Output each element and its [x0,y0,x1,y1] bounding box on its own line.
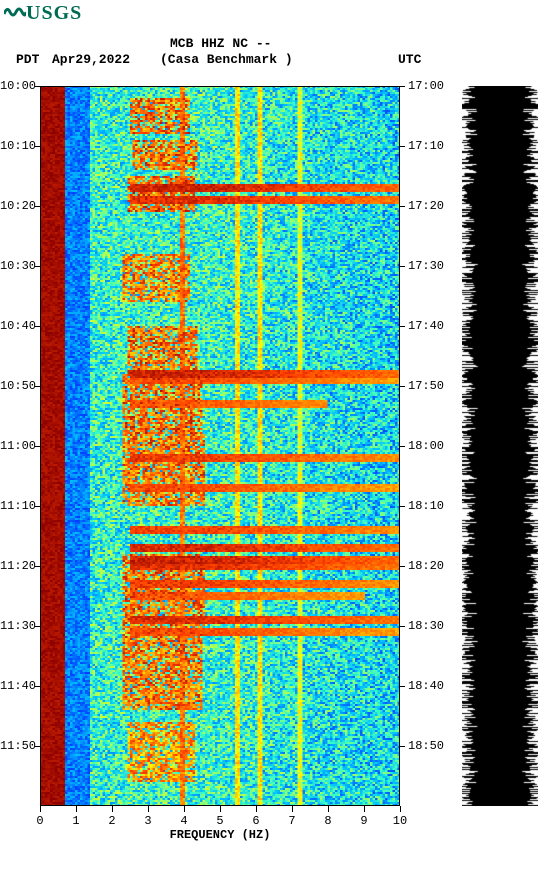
yright-tick: 18:10 [408,499,444,513]
x-tick: 7 [288,814,295,828]
x-axis-frequency: FREQUENCY (HZ) 012345678910 [40,806,400,838]
yleft-tick: 10:10 [0,139,36,153]
x-tick: 6 [252,814,259,828]
yright-tick: 18:30 [408,619,444,633]
yleft-tick: 10:30 [0,259,36,273]
x-tick: 10 [393,814,407,828]
yleft-tick: 10:50 [0,379,36,393]
spectrogram-plot [40,86,400,806]
spectrogram-canvas [40,86,400,806]
yleft-tick: 11:10 [0,499,36,513]
yleft-tick: 10:00 [0,79,36,93]
station-label: (Casa Benchmark ) [160,52,293,67]
yright-tick: 17:30 [408,259,444,273]
x-tick: 1 [72,814,79,828]
amplitude-side-panel [462,86,538,806]
x-tick: 2 [108,814,115,828]
yright-tick: 17:20 [408,199,444,213]
amplitude-canvas [462,86,538,806]
x-tick: 8 [324,814,331,828]
x-tick: 4 [180,814,187,828]
usgs-wave-icon [4,2,26,26]
yleft-tick: 11:50 [0,739,36,753]
usgs-text: USGS [26,2,82,24]
x-tick: 3 [144,814,151,828]
pdt-label: PDT [16,52,39,67]
date-label: Apr29,2022 [52,52,130,67]
x-tick: 9 [360,814,367,828]
yright-tick: 18:50 [408,739,444,753]
yleft-tick: 10:40 [0,319,36,333]
x-axis-label: FREQUENCY (HZ) [40,828,400,842]
usgs-logo: USGS [4,2,82,26]
x-tick: 0 [36,814,43,828]
yleft-tick: 11:40 [0,679,36,693]
utc-label: UTC [398,52,421,67]
yright-tick: 18:20 [408,559,444,573]
yright-tick: 18:00 [408,439,444,453]
y-axis-left-pdt: 10:0010:1010:2010:3010:4010:5011:0011:10… [0,86,40,806]
yright-tick: 17:10 [408,139,444,153]
yleft-tick: 11:30 [0,619,36,633]
yleft-tick: 11:00 [0,439,36,453]
yright-tick: 17:50 [408,379,444,393]
yleft-tick: 11:20 [0,559,36,573]
x-tick: 5 [216,814,223,828]
header-channel: MCB HHZ NC -- [170,36,271,51]
yright-tick: 17:00 [408,79,444,93]
yleft-tick: 10:20 [0,199,36,213]
yright-tick: 17:40 [408,319,444,333]
page-root: USGS MCB HHZ NC -- PDT Apr29,2022 (Casa … [0,0,552,893]
yright-tick: 18:40 [408,679,444,693]
y-axis-right-utc: 17:0017:1017:2017:3017:4017:5018:0018:10… [400,86,450,806]
